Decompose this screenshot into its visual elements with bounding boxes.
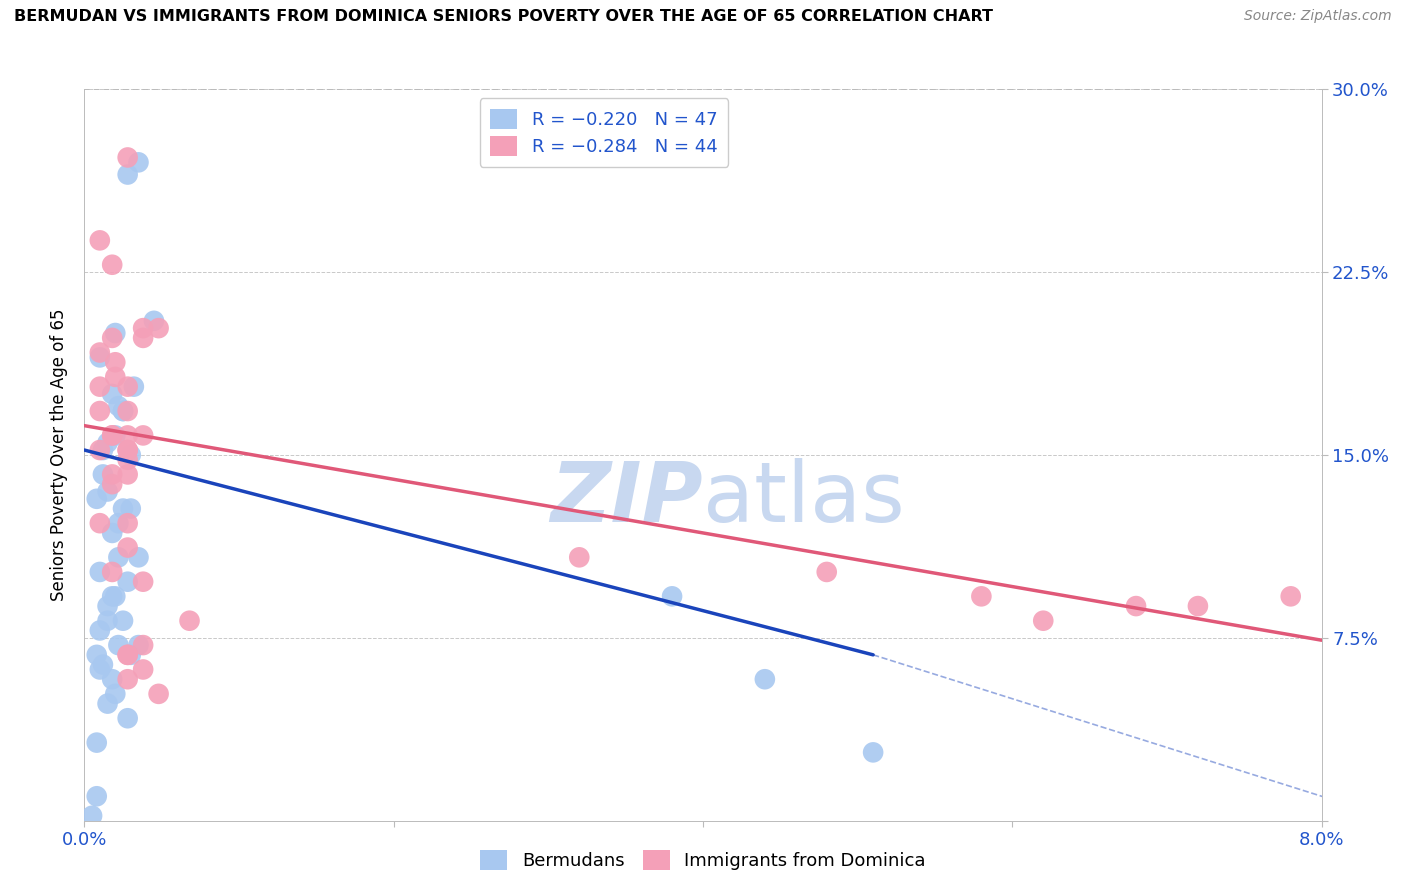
Point xyxy=(89,624,111,638)
Point xyxy=(96,435,120,450)
Point xyxy=(117,151,139,165)
Point xyxy=(107,550,129,565)
Point xyxy=(89,663,111,677)
Point xyxy=(117,516,139,531)
Point xyxy=(132,331,155,345)
Point xyxy=(117,452,139,467)
Point xyxy=(82,809,104,823)
Point xyxy=(86,789,108,804)
Point xyxy=(120,648,142,662)
Point xyxy=(117,672,139,686)
Point xyxy=(101,590,124,604)
Point xyxy=(117,379,139,393)
Point xyxy=(107,516,129,531)
Text: ZIP: ZIP xyxy=(550,458,703,540)
Point xyxy=(104,428,127,442)
Point xyxy=(970,590,993,604)
Point xyxy=(101,331,124,345)
Point xyxy=(117,443,139,458)
Point xyxy=(122,379,145,393)
Point xyxy=(117,168,139,182)
Point xyxy=(568,550,591,565)
Point xyxy=(89,345,111,359)
Point xyxy=(101,477,124,491)
Text: Source: ZipAtlas.com: Source: ZipAtlas.com xyxy=(1244,9,1392,23)
Point xyxy=(96,697,120,711)
Point xyxy=(1032,614,1054,628)
Point xyxy=(96,599,120,613)
Point xyxy=(89,516,111,531)
Point xyxy=(179,614,201,628)
Point xyxy=(89,351,111,365)
Point xyxy=(104,370,127,384)
Point xyxy=(128,638,150,652)
Point xyxy=(120,448,142,462)
Legend: Bermudans, Immigrants from Dominica: Bermudans, Immigrants from Dominica xyxy=(474,843,932,878)
Point xyxy=(89,379,111,393)
Point xyxy=(120,501,142,516)
Point xyxy=(91,443,114,458)
Point xyxy=(101,565,124,579)
Point xyxy=(143,314,166,328)
Point xyxy=(86,736,108,750)
Point xyxy=(101,672,124,686)
Point xyxy=(132,428,155,442)
Point xyxy=(101,467,124,482)
Point xyxy=(117,541,139,555)
Point xyxy=(117,574,139,589)
Point xyxy=(117,428,139,442)
Point xyxy=(117,711,139,725)
Point xyxy=(1187,599,1209,613)
Point xyxy=(1279,590,1302,604)
Point xyxy=(112,501,135,516)
Point xyxy=(128,155,150,169)
Point xyxy=(101,525,124,540)
Point xyxy=(104,355,127,369)
Point xyxy=(117,467,139,482)
Point xyxy=(101,428,124,442)
Point xyxy=(148,321,170,335)
Point xyxy=(86,648,108,662)
Point xyxy=(89,233,111,247)
Point xyxy=(89,443,111,458)
Point xyxy=(101,258,124,272)
Point xyxy=(132,321,155,335)
Point xyxy=(132,638,155,652)
Point xyxy=(117,443,139,458)
Point xyxy=(128,550,150,565)
Point xyxy=(112,404,135,418)
Point xyxy=(104,326,127,340)
Point xyxy=(132,574,155,589)
Point xyxy=(96,614,120,628)
Point xyxy=(89,404,111,418)
Point xyxy=(117,648,139,662)
Y-axis label: Seniors Poverty Over the Age of 65: Seniors Poverty Over the Age of 65 xyxy=(51,309,69,601)
Point xyxy=(104,590,127,604)
Point xyxy=(104,687,127,701)
Point xyxy=(107,638,129,652)
Point xyxy=(132,663,155,677)
Point xyxy=(148,687,170,701)
Text: BERMUDAN VS IMMIGRANTS FROM DOMINICA SENIORS POVERTY OVER THE AGE OF 65 CORRELAT: BERMUDAN VS IMMIGRANTS FROM DOMINICA SEN… xyxy=(14,9,993,24)
Point xyxy=(754,672,776,686)
Point xyxy=(96,484,120,499)
Text: atlas: atlas xyxy=(703,458,904,540)
Point xyxy=(117,648,139,662)
Point xyxy=(661,590,683,604)
Point xyxy=(112,404,135,418)
Point xyxy=(117,404,139,418)
Point xyxy=(91,467,114,482)
Point xyxy=(815,565,838,579)
Point xyxy=(107,399,129,413)
Point xyxy=(86,491,108,506)
Point xyxy=(101,428,124,442)
Point xyxy=(862,745,884,759)
Point xyxy=(101,387,124,401)
Point xyxy=(112,614,135,628)
Point xyxy=(1125,599,1147,613)
Point xyxy=(91,657,114,672)
Point xyxy=(89,565,111,579)
